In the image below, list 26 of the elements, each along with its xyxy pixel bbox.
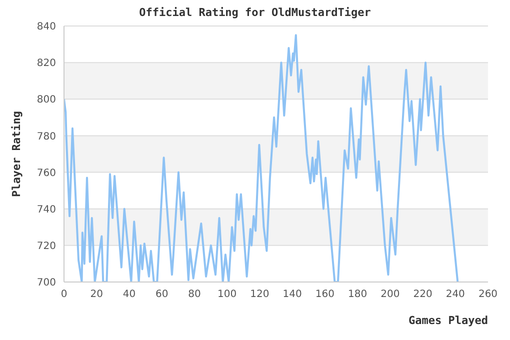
y-tick-label: 800 (36, 94, 56, 106)
x-tick-label: 140 (282, 289, 302, 300)
y-tick-label: 780 (36, 131, 56, 142)
line-series (64, 34, 460, 282)
x-tick-label: 240 (446, 289, 465, 300)
y-tick-label: 740 (36, 204, 56, 216)
x-tick-label: 260 (478, 289, 498, 300)
x-tick-label: 20 (90, 289, 103, 300)
y-tick-label: 820 (36, 58, 56, 70)
y-tick-label: 840 (36, 22, 56, 33)
y-tick-label: 760 (36, 168, 56, 179)
x-tick-label: 80 (188, 289, 201, 300)
y-tick-label: 700 (36, 278, 56, 289)
y-axis-title: Player Rating (10, 110, 23, 198)
x-axis-title: Games Played (408, 314, 488, 327)
x-tick-label: 0 (60, 289, 68, 300)
x-tick-label: 180 (348, 289, 368, 300)
x-tick-label: 40 (122, 289, 136, 300)
x-tick-label: 60 (155, 289, 168, 300)
x-tick-label: 160 (315, 289, 334, 300)
x-tick-label: 220 (413, 289, 432, 300)
x-tick-label: 200 (380, 289, 400, 300)
chart-title: Official Rating for OldMustardTiger (138, 6, 372, 19)
x-tick-label: 100 (218, 289, 237, 300)
y-tick-label: 720 (36, 240, 56, 252)
x-tick-label: 120 (250, 289, 270, 300)
